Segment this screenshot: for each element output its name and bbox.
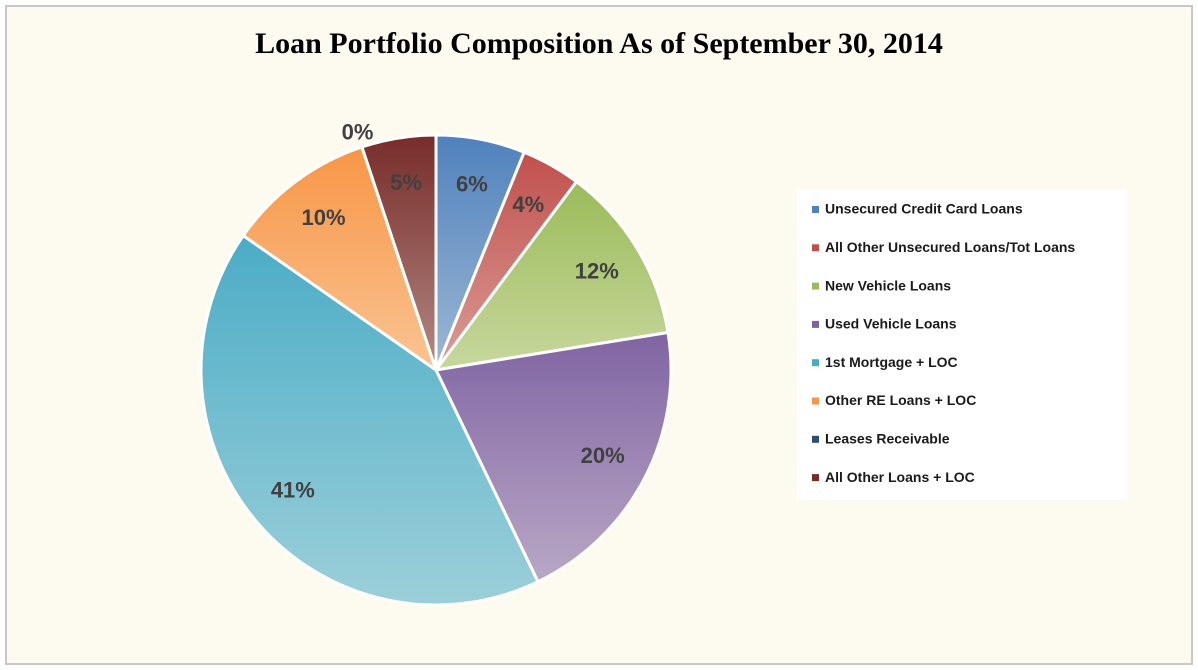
legend-marker bbox=[812, 320, 819, 328]
pie-slice bbox=[241, 145, 439, 374]
data-label: 20% bbox=[581, 443, 625, 468]
legend-marker bbox=[812, 359, 819, 367]
data-label: 6% bbox=[456, 171, 488, 196]
legend-label: All Other Unsecured Loans/Tot Loans bbox=[825, 239, 1075, 255]
legend-label: Other RE Loans + LOC bbox=[825, 392, 976, 408]
data-label: 0% bbox=[342, 119, 374, 144]
legend-label: Leases Receivable bbox=[825, 431, 950, 447]
chart-title: Loan Portfolio Composition As of Septemb… bbox=[255, 27, 943, 60]
legend-marker bbox=[812, 474, 819, 482]
legend-marker bbox=[812, 282, 819, 290]
legend-label: All Other Loans + LOC bbox=[825, 469, 975, 485]
data-label: 4% bbox=[512, 192, 544, 217]
legend-label: Unsecured Credit Card Loans bbox=[825, 201, 1023, 217]
legend-label: New Vehicle Loans bbox=[825, 277, 951, 293]
data-label: 10% bbox=[302, 205, 346, 230]
legend-marker bbox=[812, 244, 819, 252]
data-label: 5% bbox=[390, 170, 422, 195]
pie-slice bbox=[360, 133, 438, 371]
legend-box bbox=[797, 190, 1127, 500]
legend-marker bbox=[812, 397, 819, 405]
legend-marker bbox=[812, 435, 819, 443]
data-label: 41% bbox=[271, 478, 315, 503]
pie-slice bbox=[433, 330, 673, 584]
legend-marker bbox=[812, 206, 819, 213]
data-label: 12% bbox=[575, 258, 619, 283]
pie-slice bbox=[199, 233, 540, 607]
legend-label: Used Vehicle Loans bbox=[825, 316, 957, 332]
pie-slice bbox=[432, 179, 670, 373]
legend-label: 1st Mortgage + LOC bbox=[825, 354, 958, 370]
